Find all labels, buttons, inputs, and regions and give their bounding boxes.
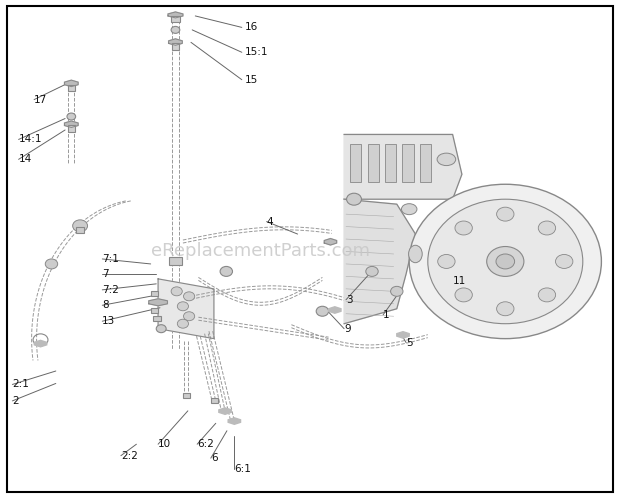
Circle shape (316, 306, 329, 316)
Circle shape (220, 266, 232, 276)
Polygon shape (168, 12, 183, 18)
Text: 15:1: 15:1 (245, 47, 268, 57)
Text: eReplacementParts.com: eReplacementParts.com (151, 243, 370, 260)
Circle shape (455, 221, 472, 235)
Polygon shape (149, 299, 167, 306)
Text: 14: 14 (19, 154, 32, 164)
Bar (151, 308, 158, 313)
Bar (211, 398, 218, 403)
Ellipse shape (409, 246, 422, 263)
Circle shape (347, 193, 361, 205)
Polygon shape (64, 121, 78, 127)
Circle shape (67, 113, 76, 120)
Text: 15: 15 (245, 75, 258, 85)
Polygon shape (228, 418, 241, 424)
Polygon shape (219, 408, 231, 414)
Circle shape (538, 221, 556, 235)
Text: 3: 3 (346, 295, 353, 305)
Circle shape (438, 254, 455, 268)
Circle shape (391, 286, 403, 296)
Bar (151, 291, 158, 296)
Polygon shape (158, 279, 214, 339)
Circle shape (496, 254, 515, 269)
Text: 7:2: 7:2 (102, 285, 119, 295)
Bar (385, 144, 396, 182)
Circle shape (497, 207, 514, 221)
Text: 16: 16 (245, 22, 258, 32)
Text: 6:2: 6:2 (197, 439, 214, 449)
Circle shape (366, 266, 378, 276)
Circle shape (455, 288, 472, 302)
Text: 13: 13 (102, 316, 115, 326)
Circle shape (177, 302, 188, 311)
Text: 4: 4 (267, 217, 273, 227)
Text: 2:2: 2:2 (121, 451, 138, 461)
Ellipse shape (437, 153, 456, 165)
Bar (350, 144, 361, 182)
Circle shape (177, 319, 188, 328)
Bar (368, 144, 379, 182)
Circle shape (497, 302, 514, 316)
Text: 8: 8 (102, 300, 109, 310)
Bar (402, 144, 414, 182)
Circle shape (171, 26, 180, 33)
Text: 5: 5 (406, 338, 413, 348)
Polygon shape (397, 332, 409, 338)
Text: 10: 10 (158, 439, 171, 449)
Bar (172, 43, 179, 50)
Circle shape (409, 184, 601, 339)
Text: 17: 17 (34, 95, 47, 105)
Bar (420, 144, 431, 182)
Bar (183, 393, 190, 398)
Text: 11: 11 (453, 276, 466, 286)
Polygon shape (344, 134, 462, 199)
Polygon shape (34, 340, 46, 347)
Bar (171, 16, 180, 22)
Text: 6:1: 6:1 (234, 464, 251, 474)
Bar (153, 316, 161, 321)
Polygon shape (169, 39, 182, 45)
Circle shape (538, 288, 556, 302)
Circle shape (184, 292, 195, 301)
Text: 2:1: 2:1 (12, 379, 29, 389)
Polygon shape (64, 80, 78, 87)
Circle shape (156, 325, 166, 333)
Bar (169, 257, 182, 265)
Polygon shape (344, 199, 415, 324)
Bar (68, 125, 75, 132)
Circle shape (45, 259, 58, 269)
Text: 2: 2 (12, 396, 19, 406)
Text: 7: 7 (102, 269, 109, 279)
Text: 14:1: 14:1 (19, 134, 42, 144)
Text: 1: 1 (383, 310, 390, 320)
Circle shape (487, 247, 524, 276)
Circle shape (428, 199, 583, 324)
Circle shape (556, 254, 573, 268)
Bar (76, 227, 84, 233)
Text: 6: 6 (211, 453, 218, 463)
Text: 9: 9 (344, 324, 351, 334)
Ellipse shape (402, 204, 417, 215)
Polygon shape (324, 239, 337, 245)
Circle shape (171, 287, 182, 296)
Text: 7:1: 7:1 (102, 254, 119, 264)
Bar (68, 85, 75, 91)
Circle shape (184, 312, 195, 321)
Polygon shape (329, 307, 341, 313)
Circle shape (73, 220, 87, 232)
